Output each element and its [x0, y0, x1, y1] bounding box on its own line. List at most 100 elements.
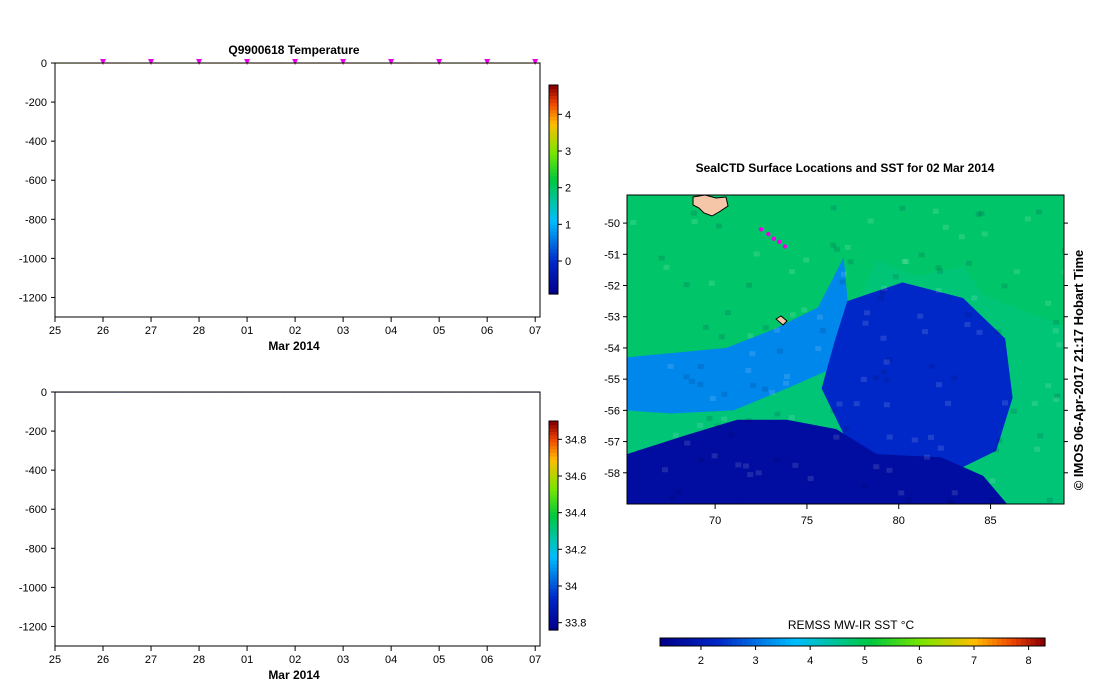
colorbar-segment — [549, 259, 558, 264]
sst-speckle — [746, 282, 753, 288]
section-cell — [312, 310, 327, 326]
sst-speckle — [1045, 300, 1052, 306]
section-cell — [240, 362, 255, 376]
sst-colorbar-segment — [669, 638, 676, 646]
colorbar-segment — [549, 280, 558, 285]
section-cell — [155, 361, 170, 375]
section-cell — [440, 362, 455, 376]
seal-surface-location — [771, 236, 777, 241]
sst-speckle — [819, 328, 826, 334]
section-cell — [112, 328, 127, 348]
section-cell — [69, 314, 84, 327]
colorbar-segment — [549, 584, 558, 589]
section-cell — [483, 41, 498, 51]
colorbar-segment — [549, 473, 558, 478]
sst-speckle — [937, 268, 944, 274]
section-cell — [497, 329, 512, 349]
section-cell — [497, 63, 513, 64]
surface-marker — [100, 59, 107, 65]
sst-colorbar-tick-label: 5 — [862, 655, 868, 667]
sst-speckle — [872, 375, 879, 381]
lon-tick-label: 75 — [801, 515, 813, 527]
section-cell — [426, 362, 441, 376]
section-cell — [240, 26, 255, 44]
section-cell — [84, 3, 99, 23]
section-cell — [212, 314, 227, 329]
section-cell — [469, 23, 484, 41]
colorbar-segment — [549, 522, 558, 527]
sst-speckle — [743, 463, 750, 469]
x-tick-label: 04 — [385, 325, 397, 337]
section-cell — [240, 0, 255, 6]
colorbar-segment — [549, 549, 558, 554]
section-cell — [411, 63, 427, 64]
section-cell — [98, 23, 113, 41]
sst-colorbar-segment — [717, 638, 724, 646]
section-cell — [211, 63, 227, 64]
section-cell — [112, 363, 127, 377]
colorbar-segment — [549, 560, 558, 565]
section-cell — [412, 0, 427, 6]
sst-colorbar-segment — [712, 638, 719, 646]
sst-map-frame — [626, 194, 1065, 505]
sst-colorbar-segment — [737, 638, 743, 646]
section-cell — [226, 4, 241, 24]
surface-markers — [100, 59, 539, 65]
section-cell — [155, 5, 170, 25]
sst-colorbar-segment — [900, 638, 907, 646]
sst-speckle — [749, 351, 756, 357]
section-cell — [283, 5, 298, 25]
section-cell — [69, 43, 84, 53]
section-cell — [183, 42, 198, 52]
sst-colorbar-segment — [987, 638, 993, 646]
sst-speckle — [1053, 319, 1060, 325]
sst-speckle — [683, 374, 690, 380]
sst-colorbar-segment — [972, 638, 979, 646]
section-cell — [212, 347, 227, 363]
section-cell — [525, 392, 540, 393]
sst-speckle — [942, 224, 949, 230]
section-cell — [511, 42, 526, 52]
section-cell — [497, 298, 512, 328]
section-cell — [84, 42, 99, 52]
section-cell — [383, 24, 398, 42]
sst-speckle — [755, 470, 762, 476]
section-cell — [312, 22, 327, 40]
section-cell — [112, 0, 127, 6]
sst-speckle — [840, 271, 847, 277]
sst-speckle — [1031, 400, 1038, 406]
sst-speckle — [995, 329, 1002, 335]
sst-speckle — [662, 467, 669, 473]
sst-speckle — [788, 269, 795, 275]
section-cell — [226, 0, 241, 5]
section-cell — [98, 42, 113, 52]
section-cell — [511, 392, 527, 393]
section-cell — [383, 296, 398, 326]
section-cell — [340, 7, 355, 27]
sst-colorbar-segment — [828, 638, 834, 646]
sst-speckle — [709, 395, 716, 401]
section-cell — [454, 44, 469, 54]
sst-speckle — [901, 258, 908, 264]
sst-speckle — [989, 478, 996, 484]
section-cell — [169, 392, 184, 393]
sst-colorbar-segment — [982, 638, 988, 646]
sst-speckle — [724, 310, 731, 316]
section-cell — [126, 43, 141, 53]
y-tick-label: -1000 — [19, 253, 47, 265]
sst-speckle — [853, 401, 860, 407]
sst-speckle — [721, 391, 728, 397]
section-cell — [84, 346, 99, 362]
small-island-land — [775, 315, 788, 326]
section-cell — [97, 392, 113, 393]
section-cell — [98, 363, 113, 377]
y-tick-label: -200 — [25, 426, 47, 438]
sst-speckle — [981, 231, 988, 237]
section-cell — [326, 0, 341, 6]
sst-speckle — [966, 260, 973, 266]
colorbar-segment — [549, 462, 558, 467]
section-cell — [440, 348, 455, 364]
section-cell — [183, 363, 198, 377]
section-cell — [526, 5, 541, 25]
sst-speckle — [689, 379, 696, 385]
